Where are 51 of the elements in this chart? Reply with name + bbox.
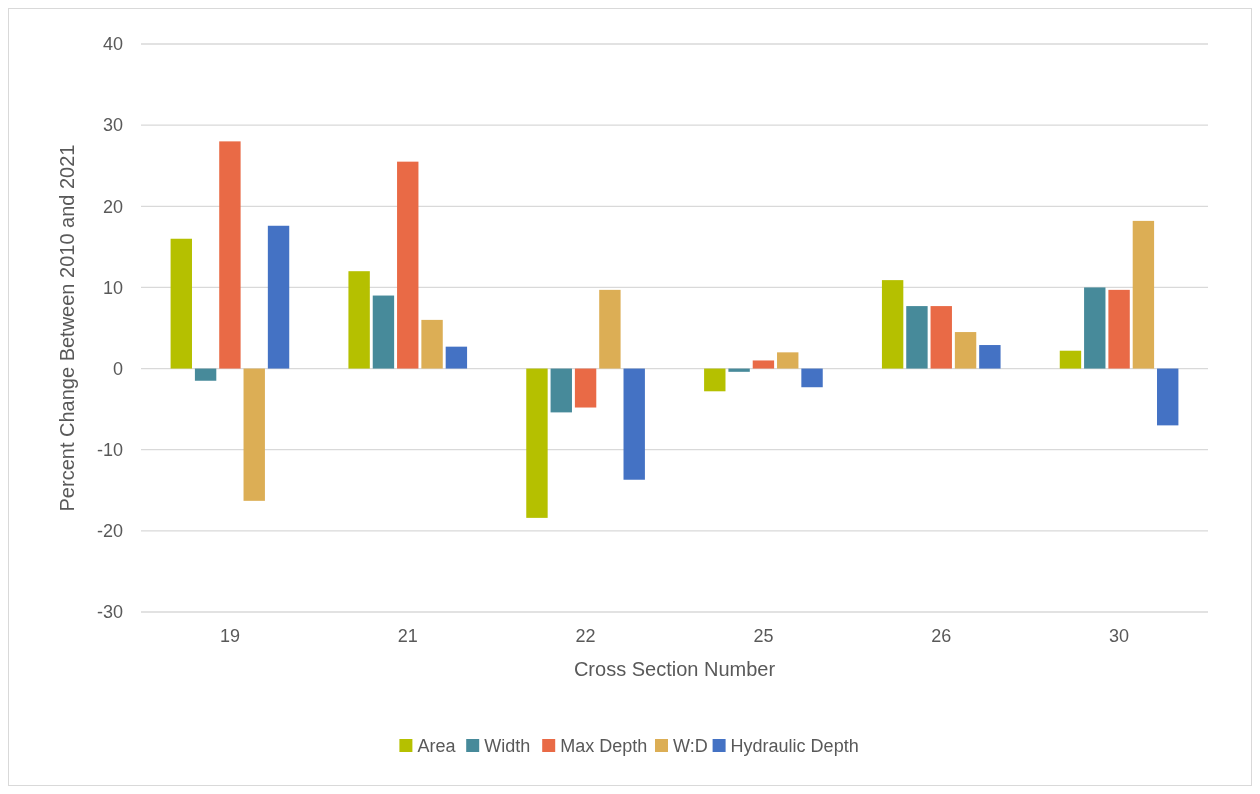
legend-label: Width [484, 736, 531, 757]
bar [623, 368, 645, 480]
y-axis-title: Percent Change Between 2010 and 2021 [56, 144, 78, 512]
legend-label: W:D [673, 736, 708, 757]
x-tick-label: 22 [575, 626, 596, 646]
bar [777, 352, 799, 369]
legend-label: Area [417, 736, 457, 757]
y-tick-label: -30 [96, 602, 123, 623]
x-tick-label: 19 [219, 626, 240, 646]
bar [801, 368, 823, 388]
bar [445, 346, 468, 369]
bar [728, 368, 750, 372]
bar [348, 271, 370, 369]
bar [930, 306, 952, 369]
legend-label: Max Depth [560, 736, 648, 757]
bar [372, 295, 395, 369]
x-tick-label: 26 [931, 626, 952, 646]
x-tick-label: 30 [1109, 626, 1130, 646]
bar [421, 319, 443, 369]
bar [1059, 350, 1082, 369]
bar [397, 161, 419, 369]
bar [599, 289, 621, 369]
x-axis-title: Cross Section Number [573, 658, 776, 680]
bar [170, 238, 192, 369]
y-tick-label: -20 [96, 521, 123, 542]
bar [267, 225, 290, 369]
bar [1132, 220, 1155, 369]
y-tick-label: 20 [102, 196, 123, 217]
bar [243, 368, 265, 501]
x-tick-label: 25 [753, 626, 774, 646]
bar [1084, 287, 1106, 369]
bar [954, 332, 977, 369]
legend-label: Hydraulic Depth [730, 736, 859, 757]
y-tick-label: 10 [102, 277, 123, 298]
bar [704, 368, 726, 392]
bar [550, 368, 572, 413]
bar [881, 280, 904, 369]
bar [1108, 289, 1130, 369]
y-tick-label: 30 [102, 115, 123, 136]
bar [574, 368, 597, 408]
bar [752, 360, 775, 369]
bar [526, 368, 548, 518]
y-tick-label: 40 [102, 34, 123, 55]
bar [979, 345, 1001, 369]
bar [194, 368, 217, 381]
y-tick-label: 0 [112, 358, 123, 379]
x-tick-label: 21 [397, 626, 418, 646]
bar [1157, 368, 1179, 426]
bar [906, 306, 928, 369]
y-tick-label: -10 [96, 440, 123, 461]
bar [219, 141, 241, 369]
